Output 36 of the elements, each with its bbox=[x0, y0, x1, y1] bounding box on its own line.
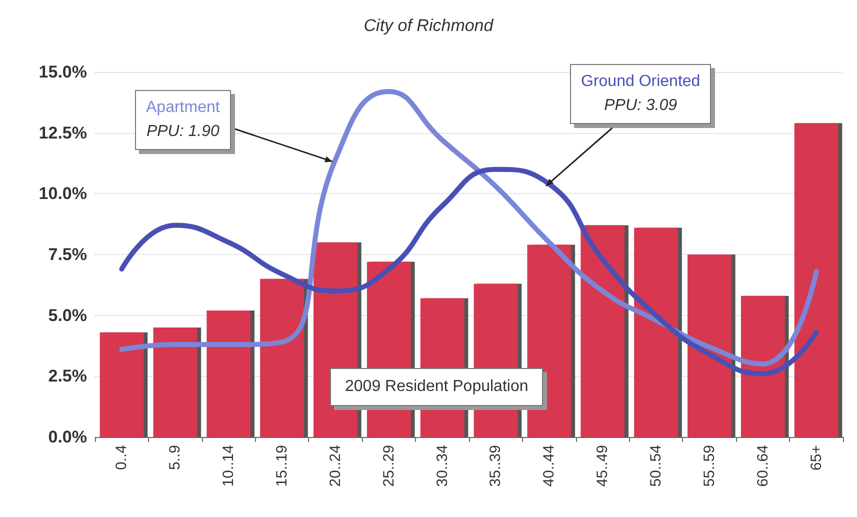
x-tick-label: 45..49 bbox=[594, 445, 612, 487]
bar bbox=[153, 328, 198, 437]
bar bbox=[740, 296, 785, 437]
x-tick-label: 65+ bbox=[808, 444, 825, 470]
x-tick-label: 60..64 bbox=[754, 445, 772, 487]
bar bbox=[634, 228, 678, 437]
x-tick-label: 55..59 bbox=[700, 445, 718, 487]
y-tick-label: 7.5% bbox=[48, 245, 87, 264]
annotation: PPU: 3.09 bbox=[603, 96, 678, 116]
bar bbox=[100, 332, 144, 437]
text: Apartment bbox=[146, 99, 220, 116]
bar bbox=[260, 278, 304, 437]
y-tick-label: 0.0% bbox=[48, 428, 87, 446]
x-tick-label: 15..19 bbox=[274, 445, 290, 487]
x-tick-label: 50..54 bbox=[648, 445, 664, 487]
annotation: PPU: 1.90 bbox=[146, 122, 220, 142]
x-tick-label: 20..24 bbox=[326, 445, 344, 487]
text: Ground Oriented bbox=[581, 73, 700, 90]
y-tick-label: 2.5% bbox=[48, 366, 87, 386]
bar bbox=[206, 310, 250, 437]
x-tick-label: 30..34 bbox=[434, 445, 451, 487]
bar bbox=[580, 225, 624, 437]
x-tick-label: 0..4 bbox=[113, 445, 130, 470]
y-tick-label: 10.0% bbox=[38, 184, 87, 204]
series-label: 2009 Resident Population bbox=[345, 378, 528, 395]
y-tick-label: 12.5% bbox=[38, 123, 87, 142]
x-tick-label: 25..29 bbox=[380, 445, 398, 487]
x-tick-label: 35..39 bbox=[487, 445, 504, 487]
bar bbox=[688, 254, 732, 437]
x-tick-label: 10..14 bbox=[220, 445, 238, 487]
x-tick-label: 5..9 bbox=[166, 445, 184, 470]
x-tick-label: 40..44 bbox=[540, 445, 558, 487]
bar bbox=[794, 123, 838, 437]
y-tick-label: 5.0% bbox=[48, 306, 87, 325]
chart-title: City of Richmond bbox=[364, 16, 494, 35]
y-tick-label: 15.0% bbox=[38, 62, 87, 82]
